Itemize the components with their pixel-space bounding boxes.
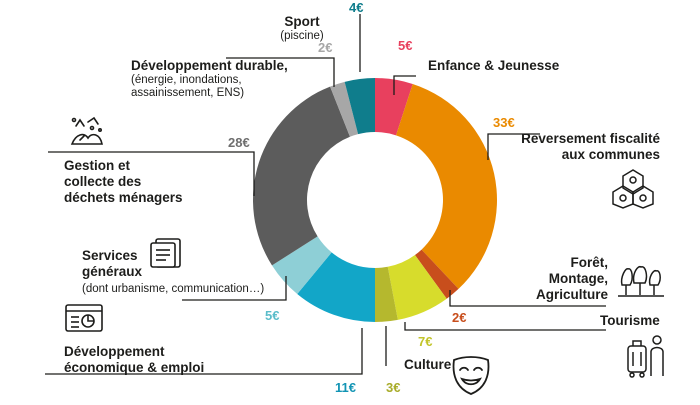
leader-line-services xyxy=(182,276,287,301)
value-services: 5€ xyxy=(265,308,280,323)
slice-durable xyxy=(330,81,359,137)
value-dechets: 28€ xyxy=(228,135,250,150)
slice-economie xyxy=(297,252,375,322)
value-enfance: 5€ xyxy=(398,38,413,53)
label-enfance: Enfance & Jeunesse xyxy=(428,58,560,73)
documents-icon xyxy=(150,238,181,268)
slice-sport xyxy=(344,78,375,135)
waste-icon xyxy=(70,116,103,145)
value-tourisme: 7€ xyxy=(418,334,433,349)
leader-line-dechets xyxy=(48,151,255,196)
slice-culture xyxy=(375,266,398,322)
label-foret: Forêt, Montage, Agriculture xyxy=(535,255,608,302)
value-sport: 4€ xyxy=(349,0,364,15)
slice-enfance xyxy=(375,78,413,136)
value-culture: 3€ xyxy=(386,380,401,395)
label-sport: Sport (piscine) xyxy=(280,14,324,42)
value-economie: 11€ xyxy=(335,380,356,395)
label-durable: Développement durable, (énergie, inondat… xyxy=(131,58,288,100)
label-reversement: Reversement fiscalité aux communes xyxy=(521,131,660,162)
value-reversement: 33€ xyxy=(493,115,515,130)
slice-reversement xyxy=(396,83,497,289)
donut-slices xyxy=(252,78,497,322)
slice-services xyxy=(271,236,332,295)
label-economie: Développement économique & emploi xyxy=(64,344,205,375)
value-durable: 2€ xyxy=(318,40,333,55)
leader-line-tourisme xyxy=(404,322,606,331)
leader-line-economie xyxy=(45,328,363,375)
leader-line-reversement xyxy=(487,133,540,160)
leader-line-foret xyxy=(449,290,606,307)
leader-line-durable xyxy=(226,57,335,87)
label-services: Services généraux (dont urbanisme, commu… xyxy=(82,248,265,295)
luggage-travelers-icon xyxy=(627,335,664,378)
label-culture: Culture xyxy=(404,357,452,372)
value-foret: 2€ xyxy=(452,310,467,325)
slice-foret xyxy=(414,249,459,299)
label-tourisme: Tourisme xyxy=(600,313,660,328)
label-dechets: Gestion et collecte des déchets ménagers xyxy=(64,158,183,205)
forest-icon xyxy=(618,265,664,297)
slice-tourisme xyxy=(387,255,447,320)
leader-line-enfance xyxy=(393,75,416,95)
theatre-mask-icon xyxy=(452,356,490,395)
community-icon xyxy=(612,169,654,209)
leader-lines xyxy=(45,14,606,375)
slice-dechets xyxy=(252,86,350,266)
business-monitor-icon xyxy=(65,304,103,332)
